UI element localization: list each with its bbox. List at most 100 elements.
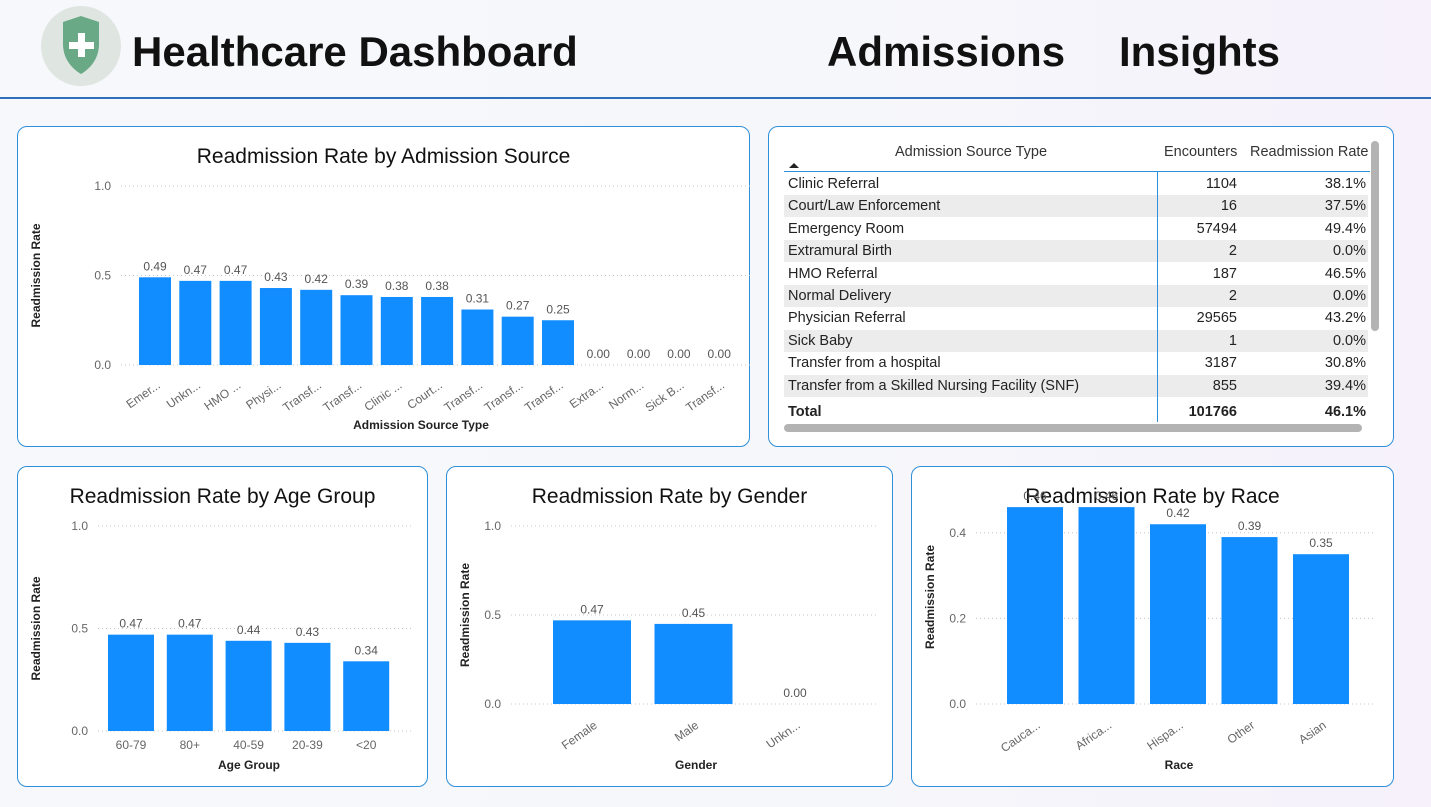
table-row[interactable]: HMO Referral 187 46.5% [784,263,1368,285]
bar[interactable] [1150,524,1206,704]
table-row[interactable]: Normal Delivery 2 0.0% [784,285,1368,307]
bar[interactable] [461,309,494,365]
data-label: 0.43 [264,270,288,284]
bar[interactable] [179,280,212,365]
data-label: 0.49 [143,259,167,273]
table-row[interactable]: Extramural Birth 2 0.0% [784,240,1368,263]
x-tick-label: Africa... [1073,718,1114,753]
table-cell-rate: 46.5% [1324,265,1366,282]
bar[interactable] [1078,507,1135,704]
bar[interactable] [219,280,252,365]
y-tick-label: 0.5 [484,608,501,622]
table-cell-rate: 0.0% [1332,332,1366,349]
table-row[interactable]: Transfer from a hospital 3187 30.8% [784,352,1368,374]
y-tick-label: 0.0 [71,724,88,738]
chart-title: Readmission Rate by Age Group [69,485,376,508]
header: Healthcare Dashboard Admissions Insights [0,0,1431,98]
bar[interactable] [259,288,292,365]
table-cell-rate: 39.4% [1324,377,1366,394]
bar[interactable] [1221,537,1278,704]
chart-card-gender: Readmission Rate by Gender 0.0 0.5 1.0 Read… [446,466,893,787]
bar[interactable] [343,661,390,731]
data-label: 0.46 [1095,489,1119,503]
bar[interactable] [1007,507,1063,704]
x-tick-label: Transf... [683,378,727,414]
x-tick-label: <20 [356,738,377,752]
table-header-source[interactable]: Admission Source Type [895,144,1048,160]
table-row[interactable]: Court/Law Enforcement 16 37.5% [784,195,1368,218]
bar[interactable] [108,634,154,731]
x-tick-label: 80+ [180,738,200,752]
nav-insights[interactable]: Insights [1119,28,1281,75]
page-title: Healthcare Dashboard [132,28,578,75]
chart-admission-source: 0.0 0.5 1.0 Readmission Rate 0.49 Emer... 0.47… [29,179,751,432]
x-tick-label: Male [672,718,702,745]
y-tick-label: 0.0 [484,697,501,711]
bar[interactable] [1293,554,1349,704]
bar[interactable] [421,296,454,365]
table-cell-source: Normal Delivery [788,288,892,304]
vertical-scrollbar[interactable] [1371,141,1379,331]
chart-gender: 0.0 0.5 1.0 Readmission Rate 0.47 Female 0.45 M… [458,519,879,772]
bar[interactable] [553,620,631,704]
table-cell-source: Emergency Room [788,220,905,237]
y-tick-label: 1.0 [71,519,88,533]
table-cell-encounters: 855 [1212,377,1237,394]
table-cell-source: Transfer from a hospital [788,355,941,372]
bar[interactable] [542,320,574,365]
table-header-rate[interactable]: Readmission Rate [1250,144,1369,160]
x-tick-label: Sick B... [643,378,687,415]
data-label: 0.38 [425,279,449,293]
table-row[interactable]: Physician Referral 29565 43.2% [784,307,1368,329]
data-label: 0.00 [708,347,732,361]
chart-title: Readmission Rate by Gender [531,485,808,508]
bar[interactable] [380,296,413,365]
chart-card-age: Readmission Rate by Age Group 0.0 0.5 1.0 R… [17,466,428,787]
logo [41,6,121,86]
table-column-divider [1157,171,1158,422]
y-axis-title: Readmission Rate [458,563,472,667]
bar[interactable] [284,642,331,731]
horizontal-scrollbar[interactable] [784,424,1362,432]
x-axis-title: Gender [675,758,717,772]
y-tick-label: 0.4 [949,526,966,540]
x-tick-label: Norm... [606,378,646,412]
bar[interactable] [654,623,733,704]
table-header-encounters[interactable]: Encounters [1164,144,1238,160]
data-label: 0.35 [1309,536,1333,550]
table-cell-source: Extramural Birth [788,243,892,260]
x-tick-label: Cauca... [998,718,1043,755]
data-label: 0.31 [466,292,490,306]
data-label: 0.00 [783,686,807,700]
bar[interactable] [225,640,272,731]
data-label: 0.44 [237,623,261,637]
bar[interactable] [300,289,333,365]
x-tick-label: Hispa... [1144,718,1185,753]
data-label: 0.25 [546,302,570,316]
table-cell-encounters: 3187 [1204,355,1237,372]
bar[interactable] [139,277,171,365]
table-row[interactable]: Clinic Referral 1104 38.1% [784,173,1368,195]
x-axis-title: Age Group [218,758,280,772]
table-row[interactable]: Sick Baby 1 0.0% [784,329,1368,352]
bar[interactable] [166,634,213,731]
x-tick-label: Transf... [320,378,364,414]
bar[interactable] [340,295,373,365]
table-total-row: Total 101766 46.1% [784,401,1368,423]
x-tick-label: Extra... [567,378,606,411]
header-divider [0,97,1431,99]
table-row[interactable]: Emergency Room 57494 49.4% [784,218,1368,240]
table-cell-source: Court/Law Enforcement [788,198,941,215]
chart-card-admission-source: Readmission Rate by Admission Source 0.0… [17,126,751,447]
x-tick-label: Unkn... [764,718,803,751]
y-tick-label: 0.0 [949,697,966,711]
sort-up-icon[interactable] [788,161,800,169]
nav-admissions[interactable]: Admissions [827,28,1066,75]
table-row[interactable]: Transfer from a Skilled Nursing Facility… [784,374,1368,397]
data-label: 0.47 [184,263,208,277]
data-label: 0.34 [355,643,379,657]
table-cell-source: Physician Referral [788,310,906,327]
x-tick-label: Clinic ... [362,378,405,414]
bar[interactable] [501,316,534,365]
chart-card-race: Readmission Rate by Race 0.0 0.2 0.4 Readmi… [911,466,1394,787]
